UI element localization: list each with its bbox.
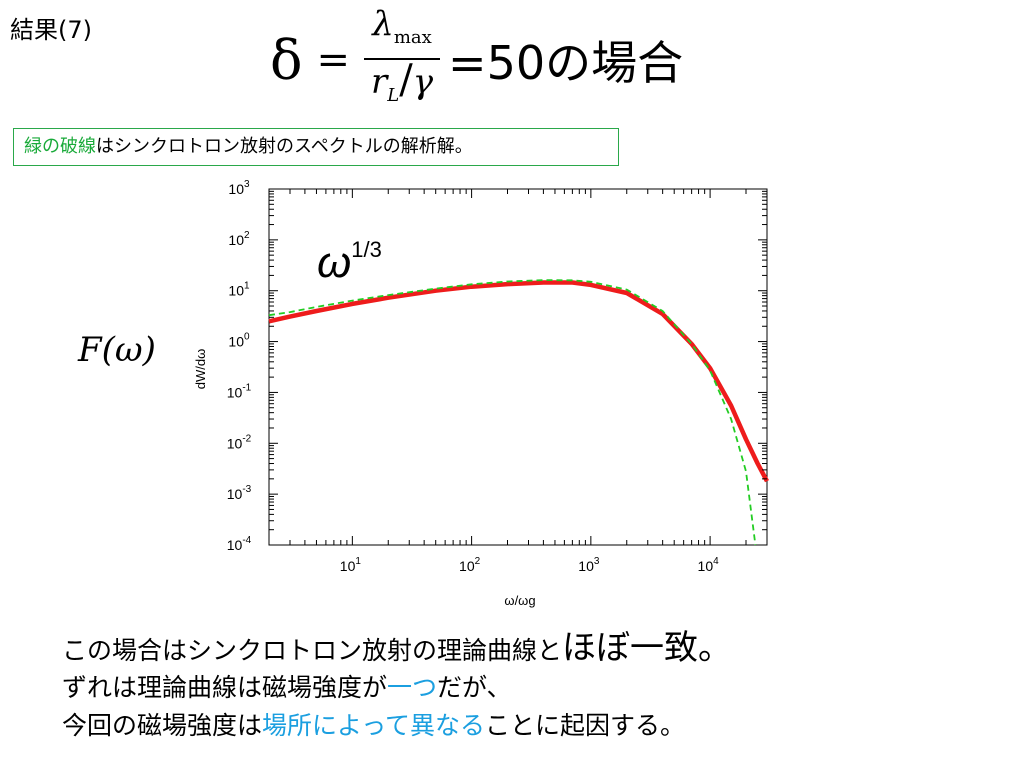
y-tick-label: 101 — [228, 281, 250, 299]
ticks: 101 102 103 104 103 102 101 100 10-1 10-2 10-3 10-4 — [227, 179, 768, 574]
y-tick-label: 10-2 — [227, 433, 252, 451]
y-tick-label: 10-1 — [227, 382, 252, 400]
formula-numerator: λmax — [372, 4, 432, 48]
fraction-bar — [364, 58, 441, 60]
x-tick-label: 101 — [340, 556, 362, 574]
y-tick-label: 10-3 — [227, 484, 252, 502]
spectrum-chart: 101 102 103 104 103 102 101 100 10-1 10-2 10-3 10-4… — [193, 179, 769, 608]
body-line-1: この場合はシンクロトロン放射の理論曲線とほぼ一致。 — [62, 628, 733, 668]
delta-formula: δ = λmax rL/γ =50の場合 — [270, 4, 684, 116]
formula-equals: = — [316, 37, 351, 83]
y-tick-label: 102 — [228, 230, 250, 248]
analytic-curve-dashed — [268, 279, 757, 546]
legend-note-highlight: 緑の破線 — [24, 136, 96, 157]
formula-delta: δ — [270, 28, 303, 92]
body-line-2: ずれは理論曲線は磁場強度が一つだが、 — [62, 673, 512, 702]
slide-title: 結果(7) — [10, 16, 92, 44]
curves — [268, 279, 769, 546]
plot-frame — [268, 188, 768, 546]
formula-result: =50の場合 — [448, 36, 684, 90]
simulation-curve — [268, 280, 769, 483]
y-tick-label: 10-4 — [227, 535, 252, 553]
x-tick-label: 104 — [698, 556, 720, 574]
legend-note-text: はシンクロトロン放射のスペクトルの解析解。 — [96, 136, 473, 157]
f-omega-label: F(ω) — [78, 330, 156, 370]
x-axis-label: ω/ωg — [504, 593, 535, 608]
legend-note-box: 緑の破線はシンクロトロン放射のスペクトルの解析解。 — [13, 128, 619, 166]
x-tick-label: 102 — [459, 556, 481, 574]
body-line-3: 今回の磁場強度は場所によって異なることに起因する。 — [62, 711, 686, 740]
x-tick-label: 103 — [578, 556, 600, 574]
y-tick-label: 100 — [228, 332, 250, 350]
omega-power-annotation: ω1/3 — [317, 237, 382, 287]
formula-denominator: rL/γ — [371, 57, 434, 106]
formula-fraction: λmax rL/γ — [364, 4, 441, 116]
y-tick-label: 103 — [228, 179, 250, 197]
y-axis-label: dW/dω — [193, 349, 208, 390]
